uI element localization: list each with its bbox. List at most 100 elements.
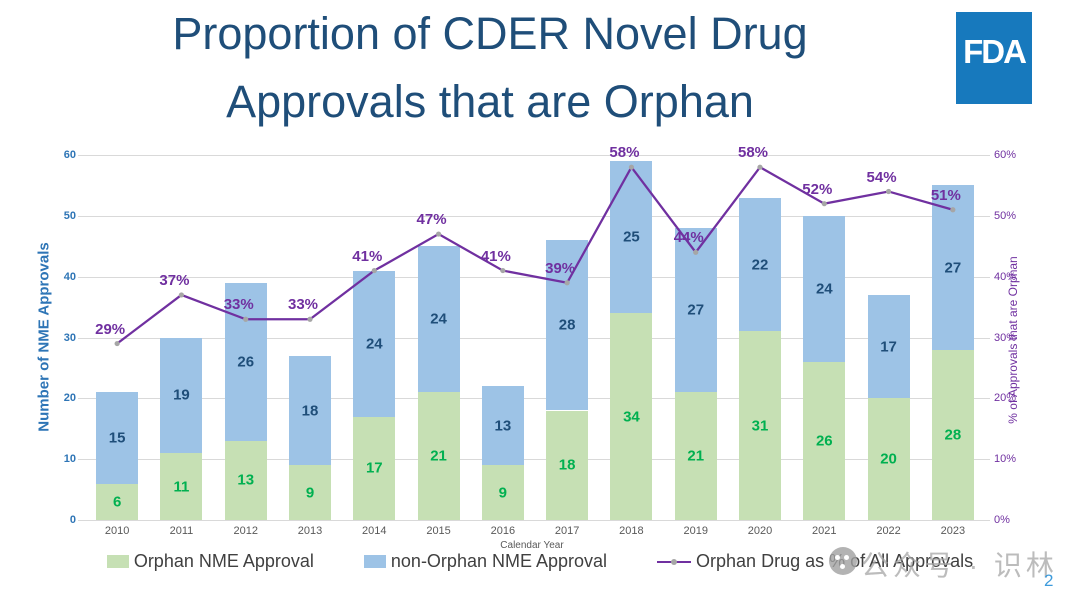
gridline [78, 276, 990, 278]
y-axis-right-tick: 30% [994, 331, 1017, 344]
x-axis-tick-2010: 2010 [104, 525, 130, 537]
non-orphan-bar-2011 [160, 337, 203, 454]
percent-label-2011: 37% [159, 271, 190, 289]
orphan-bar-value-2013: 9 [305, 484, 315, 502]
percent-label-2022: 54% [866, 168, 897, 186]
orphan-bar-2023 [931, 349, 974, 520]
orphan-bar-value-2023: 28 [944, 426, 962, 444]
percent-label-2017: 39% [545, 259, 576, 277]
y-axis-right-tick: 0% [994, 514, 1010, 526]
orphan-bar-2013 [289, 465, 331, 520]
non-orphan-bar-value-2023: 27 [944, 259, 962, 277]
non-orphan-bar-value-2022: 17 [880, 338, 897, 356]
percent-label-2012: 33% [223, 296, 254, 314]
percent-label-2023: 51% [930, 186, 961, 204]
orphan-bar-value-2021: 26 [815, 432, 833, 450]
orphan-bar-value-2020: 31 [751, 417, 769, 435]
orphan-bar-value-2011: 11 [173, 478, 190, 496]
page-title: Proportion of CDER Novel Drug Approvals … [50, 0, 930, 136]
y-axis-right-tick: 50% [994, 209, 1017, 222]
orphan-bar-2010 [96, 483, 139, 520]
x-axis-title: Calendar Year [500, 540, 564, 551]
line-marker [178, 292, 185, 298]
percent-label-2018: 58% [609, 144, 640, 162]
percent-label-2013: 33% [287, 296, 319, 314]
percent-label-2019: 44% [673, 229, 704, 247]
y-axis-left-tick: 20 [63, 392, 76, 405]
line-marker [435, 231, 442, 237]
watermark-text: 公众号 · 识林 [861, 550, 1058, 581]
line-marker-icon [671, 558, 678, 565]
x-axis-tick-2019: 2019 [683, 525, 708, 537]
non-orphan-bar-value-2011: 19 [173, 386, 190, 404]
x-axis-tick-2015: 2015 [426, 525, 451, 537]
x-axis-tick-2014: 2014 [362, 525, 387, 537]
legend-item-non-orphan: non-Orphan NME Approval [363, 551, 608, 572]
percent-label-2021: 52% [802, 180, 833, 198]
non-orphan-bar-2010 [96, 392, 139, 484]
non-orphan-bar-value-2014: 24 [365, 335, 383, 353]
legend-label-orphan: Orphan NME Approval [133, 551, 314, 571]
orphan-bar-value-2022: 20 [880, 450, 897, 468]
orphan-bar-2012 [224, 440, 267, 520]
y-axis-right-tick: 10% [994, 453, 1017, 466]
page-number: 2 [1044, 571, 1054, 590]
orphan-bar-2014 [353, 416, 396, 520]
non-orphan-bar-value-2016: 13 [494, 417, 512, 435]
non-orphan-bar-value-2019: 27 [687, 301, 705, 319]
gridline [78, 459, 990, 461]
x-axis-tick-2016: 2016 [490, 525, 516, 537]
line-marker [885, 188, 892, 195]
y-axis-right-tick: 40% [994, 270, 1017, 283]
chart-legend: Orphan NME Approval non-Orphan NME Appro… [0, 551, 1080, 572]
x-axis-tick-2023: 2023 [940, 525, 966, 537]
percent-label-2014: 41% [352, 247, 383, 265]
orphan-bar-2015 [417, 392, 460, 520]
non-orphan-bar-value-2018: 25 [623, 228, 640, 246]
y-axis-left-tick: 10 [63, 453, 76, 466]
orphan-bar-value-2017: 18 [558, 456, 576, 474]
non-orphan-bar-2013 [289, 355, 331, 466]
orphan-swatch-icon [106, 555, 129, 568]
y-axis-left-tick: 30 [63, 331, 76, 344]
percent-label-2020: 58% [737, 144, 769, 162]
percent-label-2015: 47% [416, 211, 447, 229]
x-axis-tick-2021: 2021 [812, 525, 837, 537]
fda-logo-text: FDA [963, 33, 1027, 70]
orphan-bar-2011 [160, 453, 203, 520]
orphan-bar-2016 [481, 465, 524, 520]
orphan-bar-value-2015: 21 [430, 447, 447, 465]
x-axis-tick-2011: 2011 [169, 525, 194, 537]
gridline [78, 215, 990, 217]
orphan-bar-value-2019: 21 [687, 447, 705, 465]
x-axis-tick-2012: 2012 [233, 525, 258, 537]
page-title-line1: Proportion of CDER Novel Drug [172, 8, 808, 59]
orphan-bar-value-2014: 17 [365, 459, 383, 477]
orphan-bar-2020 [739, 331, 781, 520]
y-axis-left-tick: 0 [69, 514, 76, 526]
non-orphan-bar-value-2015: 24 [430, 310, 447, 328]
orphan-bar-2018 [610, 313, 653, 520]
fda-logo: FDA [956, 12, 1032, 104]
orphan-bar-value-2016: 9 [498, 484, 508, 502]
line-marker [500, 267, 506, 274]
x-axis-tick-2018: 2018 [619, 525, 644, 537]
non-orphan-bar-value-2010: 15 [108, 429, 126, 447]
line-marker [307, 316, 313, 322]
x-axis-tick-2013: 2013 [297, 525, 323, 537]
y-axis-left-tick: 60 [63, 149, 76, 161]
orphan-bar-value-2018: 34 [623, 408, 640, 426]
legend-item-orphan: Orphan NME Approval [106, 551, 314, 572]
y-axis-left-tick: 40 [63, 270, 76, 283]
gridline [78, 155, 990, 156]
gridline [78, 398, 990, 400]
line-marker [757, 164, 763, 170]
orphan-bar-2022 [867, 398, 910, 520]
non-orphan-bar-value-2013: 18 [301, 402, 319, 419]
orphan-bar-2021 [803, 361, 846, 520]
orphan-bar-2019 [674, 392, 717, 520]
legend-label-non-orphan: non-Orphan NME Approval [390, 551, 608, 571]
line-swatch-icon [657, 558, 692, 565]
